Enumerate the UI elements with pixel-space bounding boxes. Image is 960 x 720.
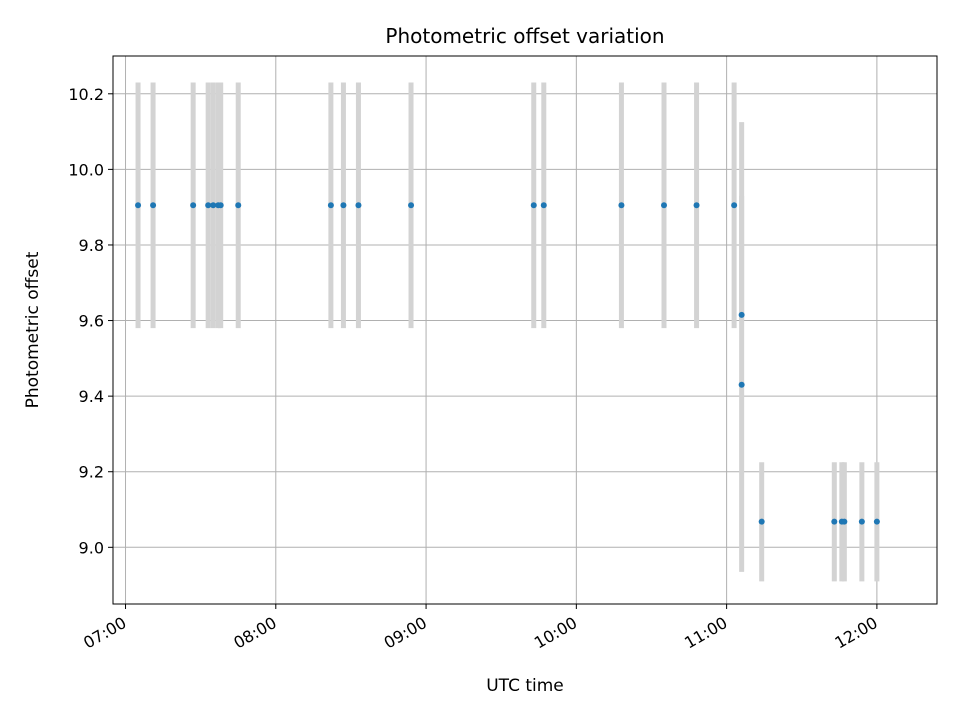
data-point [408, 202, 415, 209]
data-point [205, 202, 212, 209]
data-point [540, 202, 547, 209]
data-point [530, 202, 537, 209]
y-tick-label: 9.4 [79, 387, 104, 406]
data-point [355, 202, 362, 209]
data-point [327, 202, 334, 209]
grid-lines [113, 56, 937, 604]
data-point [858, 518, 865, 525]
data-point [210, 202, 217, 209]
data-point [693, 202, 700, 209]
data-points [135, 202, 880, 525]
data-point [738, 381, 745, 388]
data-point [731, 202, 738, 209]
y-tick-label: 9.2 [79, 463, 104, 482]
y-tick-label: 10.2 [68, 85, 104, 104]
chart-title: Photometric offset variation [385, 24, 664, 48]
data-point [235, 202, 242, 209]
data-point [758, 518, 765, 525]
y-tick-label: 9.8 [79, 236, 104, 255]
y-tick-label: 10.0 [68, 160, 104, 179]
data-point [738, 311, 745, 318]
data-point [618, 202, 625, 209]
data-point [150, 202, 157, 209]
x-axis-label: UTC time [486, 676, 564, 696]
data-point [841, 518, 848, 525]
y-tick-label: 9.6 [79, 312, 104, 331]
data-point [340, 202, 347, 209]
plot-frame [112, 55, 938, 605]
data-point [873, 518, 880, 525]
y-axis-label: Photometric offset [23, 251, 43, 408]
y-tick-label: 9.0 [79, 538, 104, 557]
data-point [831, 518, 838, 525]
data-point [661, 202, 668, 209]
data-point [190, 202, 197, 209]
data-point [135, 202, 142, 209]
data-point [217, 202, 224, 209]
